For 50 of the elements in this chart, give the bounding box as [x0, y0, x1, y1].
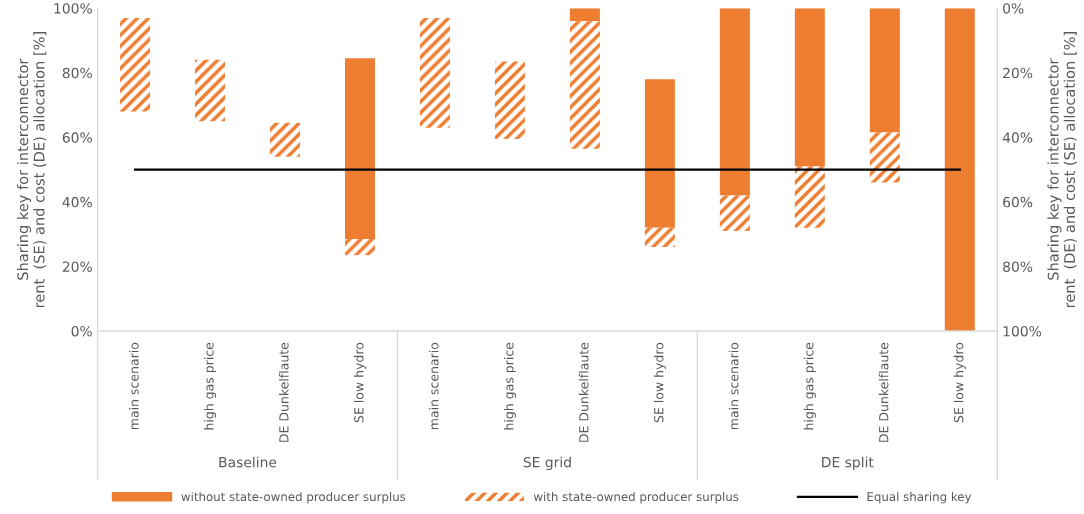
bar — [344, 239, 375, 256]
x-tick-label: SE low hydro — [353, 342, 367, 423]
y-tick-label: 0% — [71, 325, 92, 337]
x-tick-label: main scenario — [728, 342, 739, 430]
legend-label: without state-owned producer surplus — [181, 491, 406, 504]
y2-tick-label: 0% — [1003, 3, 1024, 14]
bar — [644, 227, 675, 248]
y2-tick-label: 100% — [1003, 325, 1042, 337]
x-tick-label: main scenario — [428, 342, 439, 430]
y-tick-label: 40% — [62, 196, 92, 208]
bar — [719, 195, 750, 231]
y2-axis-title: Sharing key for interconnector rent (DE) and cost (SE) allocation [%] — [1047, 32, 1077, 308]
x-tick-label: SE low hydro — [953, 342, 966, 423]
legend-label: with state-owned producer surplus — [533, 491, 739, 504]
x-tick-label: high gas price — [803, 342, 816, 430]
bar — [120, 17, 151, 112]
x-tick-label: DE Dunkelflaute — [278, 342, 289, 442]
x-tick-label: SE low hydro — [653, 342, 666, 423]
y-tick-label: 20% — [62, 261, 92, 272]
y-axis-title: Sharing key for interconnector rent (SE) and cost (DE) allocation [%] — [16, 32, 47, 308]
text: Baseline — [219, 456, 277, 468]
y-tick-label: 100% — [54, 3, 92, 14]
bar — [195, 59, 226, 122]
y2-tick-label: 20% — [1003, 67, 1033, 79]
text: SE grid — [523, 456, 571, 471]
bar — [719, 8, 750, 196]
text: DE split — [822, 456, 874, 471]
bar — [869, 132, 900, 183]
y2-tick-label: 40% — [1002, 132, 1033, 143]
bar — [569, 8, 600, 22]
bar — [569, 21, 600, 149]
y-tick-label: 60% — [62, 132, 92, 143]
y2-tick-label: 80% — [1003, 261, 1033, 272]
x-tick-label: high gas price — [503, 342, 516, 430]
x-tick-label: high gas price — [203, 342, 217, 430]
bar — [869, 8, 900, 133]
x-tick-label: DE Dunkelflaute — [878, 342, 889, 442]
bar — [644, 79, 675, 228]
y-tick-label: 80% — [62, 67, 92, 79]
x-tick-label: DE Dunkelflaute — [578, 342, 589, 442]
y2-tick-label: 60% — [1003, 196, 1033, 208]
bar — [344, 58, 375, 240]
bar — [794, 166, 825, 228]
bar — [794, 8, 825, 167]
bar — [944, 8, 975, 332]
x-tick-label: main scenario — [129, 342, 139, 430]
legend-label: Equal sharing key — [867, 491, 972, 504]
bar — [494, 61, 525, 139]
bar — [419, 17, 450, 128]
bar — [270, 122, 300, 157]
